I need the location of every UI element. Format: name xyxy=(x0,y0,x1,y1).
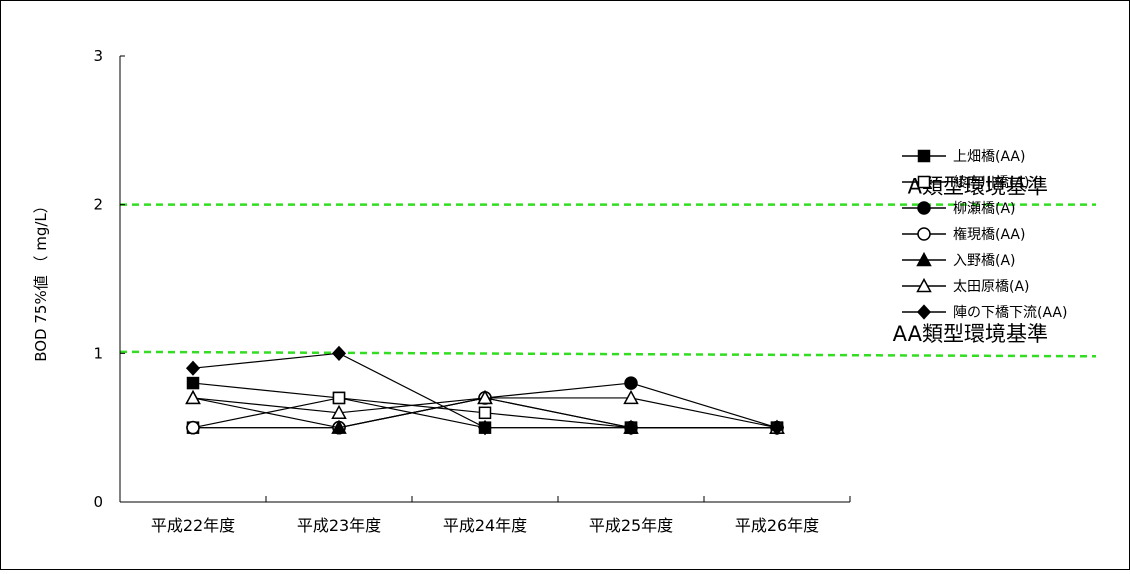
legend-label: 入野橋(A) xyxy=(953,253,1016,269)
legend-marker xyxy=(916,277,932,293)
series-7 xyxy=(185,345,785,436)
legend-item: 柳瀬橋(A) xyxy=(902,200,1016,217)
y-tick-label: 0 xyxy=(93,493,103,511)
x-tick-label: 平成26年度 xyxy=(735,516,819,535)
data-point xyxy=(186,376,200,390)
data-point xyxy=(332,391,346,405)
data-point xyxy=(186,420,200,435)
legend-marker xyxy=(916,251,932,267)
y-axis-label: BOD 75%値 （ mg/L） xyxy=(32,198,50,362)
reference-line-2 xyxy=(119,350,1097,358)
legend-item: 綾南川橋(A) xyxy=(902,175,1030,191)
legend-label: 陣の下橋下流(AA) xyxy=(953,305,1067,321)
y-tick-label: 3 xyxy=(93,47,103,65)
legend-item: 上畑橋(AA) xyxy=(902,149,1025,165)
legend-label: 綾南川橋(A) xyxy=(953,175,1030,191)
x-tick-label: 平成25年度 xyxy=(589,516,673,535)
legend-marker xyxy=(917,175,931,189)
data-point xyxy=(331,419,347,434)
data-point xyxy=(769,420,785,436)
x-tick-label: 平成23年度 xyxy=(297,516,381,535)
x-tick-label: 平成24年度 xyxy=(443,516,527,535)
data-point xyxy=(477,420,493,436)
reference-line-label-1: A類型環境基準 xyxy=(908,175,1048,199)
legend-item: 太田原橋(A) xyxy=(902,277,1030,295)
legend-label: 上畑橋(AA) xyxy=(953,149,1025,165)
legend-item: 権現橋(AA) xyxy=(902,226,1025,243)
legend-item: 入野橋(A) xyxy=(902,251,1016,269)
data-point xyxy=(185,360,201,376)
data-point xyxy=(478,406,492,420)
legend-marker xyxy=(917,149,931,163)
legend-label: 太田原橋(A) xyxy=(953,279,1030,295)
x-tick-label: 平成22年度 xyxy=(151,516,235,535)
legend-marker xyxy=(917,227,931,241)
y-tick-label: 2 xyxy=(93,196,103,214)
legend-marker xyxy=(917,201,931,215)
y-tick-label: 1 xyxy=(93,344,103,362)
data-point xyxy=(477,389,493,405)
reference-line-label-2: AA類型環境基準 xyxy=(893,322,1048,346)
data-point xyxy=(331,345,347,361)
legend-label: 権現橋(AA) xyxy=(953,226,1025,243)
data-point xyxy=(624,376,638,390)
legend-label: 柳瀬橋(A) xyxy=(953,200,1016,217)
data-point xyxy=(623,420,639,436)
legend-marker xyxy=(916,304,932,320)
data-point xyxy=(331,404,347,420)
data-point xyxy=(623,389,639,405)
data-point xyxy=(185,389,201,405)
legend-item: 陣の下橋下流(AA) xyxy=(902,304,1067,321)
